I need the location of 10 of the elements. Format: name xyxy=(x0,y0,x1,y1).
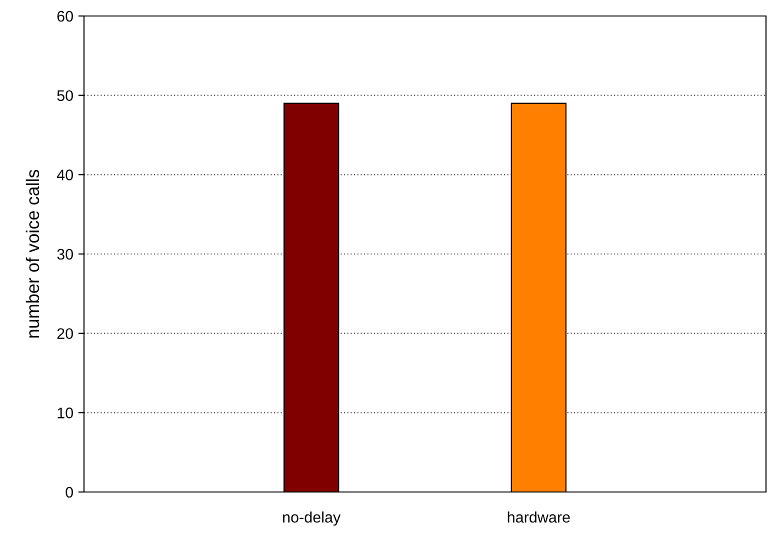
y-tick-label: 60 xyxy=(57,10,73,22)
y-tick-label: 20 xyxy=(57,328,73,340)
x-tick-label: no-delay xyxy=(283,511,341,526)
x-tick-label: hardware xyxy=(508,511,570,523)
y-tick-label: 50 xyxy=(57,90,73,102)
y-axis-title: number of voice calls xyxy=(26,170,40,338)
y-tick-label: 40 xyxy=(56,170,73,180)
y-tick-label: 0 xyxy=(66,486,73,498)
y-tick-label: 30 xyxy=(57,248,73,260)
y-tick-label: 10 xyxy=(58,408,73,418)
